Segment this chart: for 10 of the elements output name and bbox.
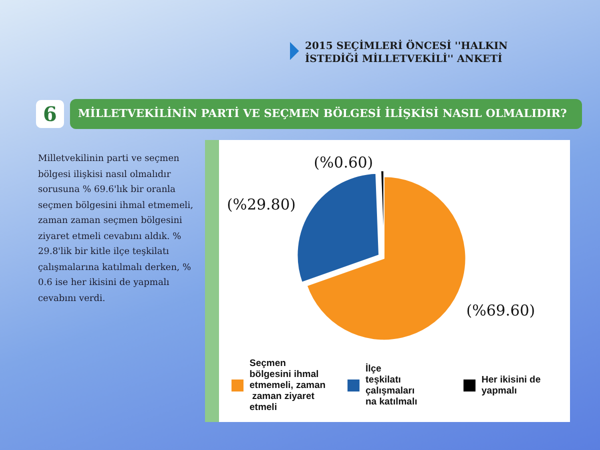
chart-subtitle: 2015 SEÇİMLERİ ÖNCESİ ''HALKIN İSTEDİĞİ MİLLETVEKİLİ'' ANKETİ [305,40,509,66]
text: 6 [36,100,64,128]
legend-label: Seçmen bölgesini ihmal etmemeli, zaman zaman ziyaret etmeli [250,358,326,413]
legend-label: Her ikisini de yapmalı [482,374,544,396]
text: Milletvekilinin parti ve seçmen bölgesi ilişkisi nasıl olmalıdır sorusuna % 69.6'lık bir oranla seçmen bölgesini ihmal etmemeli, zaman zaman seçmen bölgesini ziyaret etmeli cevabını aldık. % 29.8'lik bir kitle ilçe teşkilatı çalışmalarına katılmalı derken, % 0.6 ise her ikisini de yapmalı cevabını verdi. [38,154,194,304]
legend-label: İlçe teşkilatı çalışmalarına katılmalı [366,362,418,408]
data-label: (%29.80) [226,196,296,214]
data-label: (%69.60) [466,301,536,320]
chart-title: MİLLETVEKİLİNİN PARTİ VE SEÇMEN BÖLGESİ İLİŞKİSİ NASIL OLMALIDIR? [70,99,582,129]
data-label: (%0.60) [314,154,374,172]
